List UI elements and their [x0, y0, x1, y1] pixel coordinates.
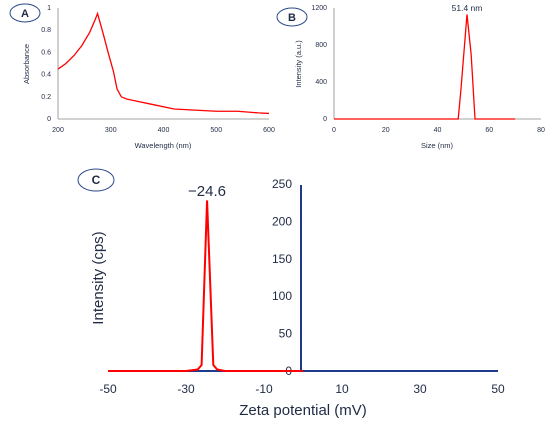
- panel-a-xtick: 600: [263, 127, 275, 134]
- panel-c-ytick: 150: [272, 252, 292, 266]
- panel-c-x-ticks: -50 -30 -10 10 30 50: [99, 382, 505, 396]
- panel-b-ytick: 1200: [311, 5, 327, 12]
- panel-b: B 0 20 40 60 80 0 400 800 1200 Size (nm)…: [276, 3, 545, 150]
- panel-c-xtick: -30: [177, 382, 195, 396]
- panel-a-letter: A: [21, 8, 29, 20]
- panel-c-peak-annotation: −24.6: [188, 183, 226, 200]
- panel-c-ytick: 200: [272, 214, 292, 228]
- panel-a-x-ticks: 200 300 400 500 600: [52, 127, 275, 134]
- panel-c-letter: C: [92, 173, 101, 187]
- panel-a-ytick: 1: [47, 5, 51, 12]
- panel-a-ytick: 0.6: [41, 49, 51, 56]
- panel-a-xtick: 400: [158, 127, 170, 134]
- panel-b-xtick: 80: [537, 127, 545, 134]
- panel-c-badge: [77, 168, 115, 192]
- panel-a-series-line: [57, 11, 270, 115]
- panel-c-xtick: 30: [413, 382, 427, 396]
- panel-a-ytick: 0.2: [41, 94, 51, 101]
- panel-b-xtick: 60: [485, 127, 493, 134]
- panel-b-xtick: 0: [332, 127, 336, 134]
- panel-a-badge: [9, 3, 41, 23]
- panel-b-ytick: 800: [315, 42, 327, 49]
- panel-c-ytick: 50: [279, 327, 293, 341]
- panel-c-y-ticks: 0 50 100 150 200 250: [272, 177, 292, 378]
- panel-b-letter: B: [288, 12, 296, 24]
- panel-c: C -50 -30 -10 10 30 50 0 50 100 150 200 …: [77, 168, 505, 419]
- panel-c-y-label: Intensity (cps): [90, 231, 107, 324]
- panel-b-y-ticks: 0 400 800 1200: [311, 5, 327, 123]
- panel-a-ytick: 0: [47, 116, 51, 123]
- panel-b-badge: [276, 7, 308, 27]
- panel-c-x-label: Zeta potential (mV): [239, 402, 367, 419]
- panel-b-x-label: Size (nm): [421, 141, 454, 150]
- panel-c-xtick: 10: [335, 382, 349, 396]
- panel-c-ytick: 250: [272, 177, 292, 191]
- panel-b-x-ticks: 0 20 40 60 80: [332, 127, 545, 134]
- panel-b-xtick: 20: [382, 127, 390, 134]
- panel-a-y-label: Absorbance: [22, 44, 31, 84]
- panel-a: A 200 300 400 500 600 0 0.2 0.4 0.6 0.8 …: [9, 3, 275, 150]
- panel-a-ytick: 0.4: [41, 72, 51, 79]
- panel-b-y-label: Intensity (a.u.): [294, 40, 303, 88]
- panel-b-ytick: 0: [323, 116, 327, 123]
- panel-a-xtick: 500: [210, 127, 222, 134]
- panel-a-ytick: 0.8: [41, 27, 51, 34]
- panel-b-series-line: [334, 14, 516, 120]
- panel-b-xtick: 40: [434, 127, 442, 134]
- panel-b-peak-annotation: 51.4 nm: [452, 3, 483, 13]
- panel-a-x-label: Wavelength (nm): [135, 141, 192, 150]
- panel-c-ytick: 100: [272, 289, 292, 303]
- panel-c-series-line: [108, 200, 303, 372]
- panel-b-ytick: 400: [315, 79, 327, 86]
- panel-a-y-ticks: 0 0.2 0.4 0.6 0.8 1: [41, 5, 51, 123]
- panel-c-xtick: 50: [491, 382, 505, 396]
- panel-c-xtick: -50: [99, 382, 117, 396]
- panel-a-xtick: 200: [52, 127, 64, 134]
- panel-c-xtick: -10: [255, 382, 273, 396]
- panel-a-xtick: 300: [105, 127, 117, 134]
